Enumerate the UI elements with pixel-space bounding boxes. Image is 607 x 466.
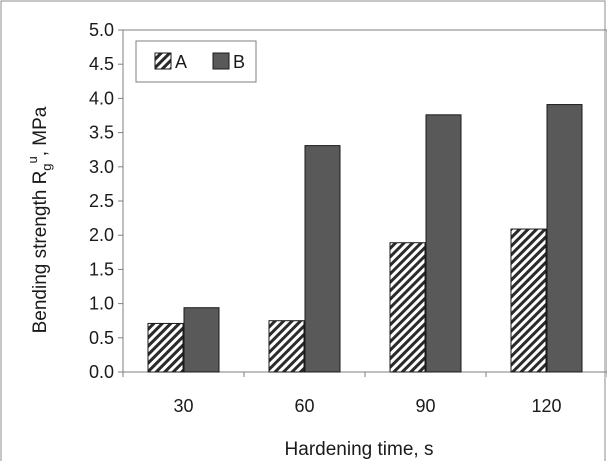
- y-tick-label: 4.0: [89, 88, 114, 108]
- y-axis-title-superscript: u: [25, 156, 40, 163]
- y-axis-title: Bending strength Rgu, MPa: [25, 106, 54, 333]
- x-tick-labels: 30 60 90 120: [173, 396, 561, 416]
- bar-a-120: [510, 228, 547, 373]
- x-tick-label: 90: [415, 396, 435, 416]
- y-tick-label: 4.5: [89, 54, 114, 74]
- y-tick-label: 3.0: [89, 157, 114, 177]
- y-tick-label: 2.5: [89, 191, 114, 211]
- bar-b-120: [546, 104, 583, 373]
- y-tick-label: 5.0: [89, 20, 114, 40]
- x-axis-ticks: [122, 372, 607, 377]
- x-tick-label: 120: [531, 396, 561, 416]
- y-tick-label: 1.0: [89, 294, 114, 314]
- y-axis-title-subscript: g: [39, 163, 54, 170]
- legend-swatch-b: [212, 52, 230, 70]
- bar-b-90: [425, 114, 462, 373]
- legend-box: [135, 40, 257, 83]
- bars: [147, 104, 583, 373]
- legend-swatch-a: [154, 52, 172, 70]
- x-tick-label: 30: [173, 396, 193, 416]
- bar-a-90: [389, 242, 426, 373]
- y-tick-labels: 0.0 0.5 1.0 1.5 2.0 2.5 3.0 3.5 4.0 4.5 5.0: [89, 20, 114, 382]
- y-tick-label: 2.0: [89, 225, 114, 245]
- legend: A B: [135, 40, 257, 83]
- y-tick-label: 1.5: [89, 259, 114, 279]
- y-axis-title-suffix: , MPa: [30, 106, 51, 156]
- legend-label-b: B: [233, 52, 245, 72]
- legend-label-a: A: [175, 52, 187, 72]
- bar-b-30: [183, 307, 220, 373]
- bar-a-60: [268, 320, 305, 373]
- y-tick-label: 3.5: [89, 123, 114, 143]
- y-axis-ticks: [118, 29, 123, 373]
- x-axis-title: Hardening time, s: [285, 439, 434, 460]
- x-tick-label: 60: [294, 396, 314, 416]
- bar-a-30: [147, 322, 184, 373]
- y-tick-label: 0.0: [89, 362, 114, 382]
- bar-b-60: [304, 145, 341, 373]
- y-tick-label: 0.5: [89, 328, 114, 348]
- y-axis-title-main: Bending strength R: [30, 171, 51, 334]
